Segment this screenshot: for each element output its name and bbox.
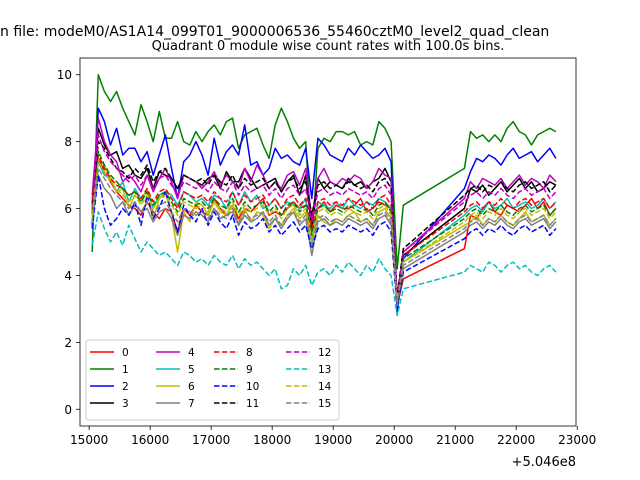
legend-label-0: 0 bbox=[122, 347, 129, 359]
series-10-line bbox=[91, 174, 557, 310]
series-9-line bbox=[91, 150, 557, 303]
legend-label-1: 1 bbox=[122, 364, 129, 376]
y-tick-label: 10 bbox=[57, 68, 72, 82]
series-15-line bbox=[91, 167, 557, 307]
series-13-line bbox=[91, 211, 557, 317]
y-tick-label: 4 bbox=[64, 269, 72, 283]
legend-label-12: 12 bbox=[318, 347, 331, 359]
x-offset-label: +5.046e8 bbox=[512, 455, 576, 470]
series-3-line bbox=[91, 127, 557, 310]
legend-label-13: 13 bbox=[318, 364, 331, 376]
x-tick-label: 23000 bbox=[558, 433, 596, 447]
legend-frame bbox=[85, 339, 340, 421]
y-tick-label: 2 bbox=[64, 336, 72, 350]
x-tick-label: 21000 bbox=[436, 433, 474, 447]
plot-frame bbox=[79, 57, 577, 427]
legend-label-4: 4 bbox=[188, 347, 195, 359]
series-12-line bbox=[91, 134, 557, 300]
chart-title: Quadrant 0 module wise count rates with … bbox=[152, 39, 505, 54]
y-tick-label: 8 bbox=[64, 135, 72, 149]
legend-label-5: 5 bbox=[188, 364, 195, 376]
series-layer bbox=[91, 73, 557, 317]
x-tick-label: 16000 bbox=[131, 433, 169, 447]
y-tick-label: 6 bbox=[64, 202, 72, 216]
x-tick-label: 18000 bbox=[253, 433, 291, 447]
legend-label-11: 11 bbox=[246, 398, 259, 410]
series-1-line bbox=[91, 73, 557, 270]
legend-label-9: 9 bbox=[246, 364, 253, 376]
x-axis: 15000 16000 17000 18000 19000 20000 21000 22000… bbox=[70, 426, 596, 447]
x-tick-label: 15000 bbox=[70, 433, 108, 447]
legend-label-15: 15 bbox=[318, 398, 331, 410]
legend-label-8: 8 bbox=[246, 347, 253, 359]
legend-label-3: 3 bbox=[122, 398, 129, 410]
y-tick-label: 0 bbox=[64, 403, 72, 417]
series-7-line bbox=[91, 174, 557, 300]
legend-label-14: 14 bbox=[318, 381, 332, 393]
series-8-line bbox=[91, 154, 557, 300]
series-4-line bbox=[91, 117, 557, 300]
series-14-line bbox=[91, 160, 557, 303]
series-2-line bbox=[91, 107, 557, 314]
legend-label-10: 10 bbox=[246, 381, 259, 393]
y-axis: 0 2 4 6 8 10 bbox=[57, 68, 80, 417]
figure-suptitle: n file: modeM0/AS1A14_099T01_9000006536_… bbox=[0, 24, 549, 40]
series-11-line bbox=[91, 140, 557, 297]
legend-label-7: 7 bbox=[188, 398, 195, 410]
x-tick-label: 19000 bbox=[314, 433, 352, 447]
x-tick-label: 17000 bbox=[192, 433, 230, 447]
legend-label-2: 2 bbox=[122, 381, 129, 393]
x-tick-label: 20000 bbox=[375, 433, 413, 447]
x-tick-label: 22000 bbox=[497, 433, 535, 447]
legend-label-6: 6 bbox=[188, 381, 195, 393]
